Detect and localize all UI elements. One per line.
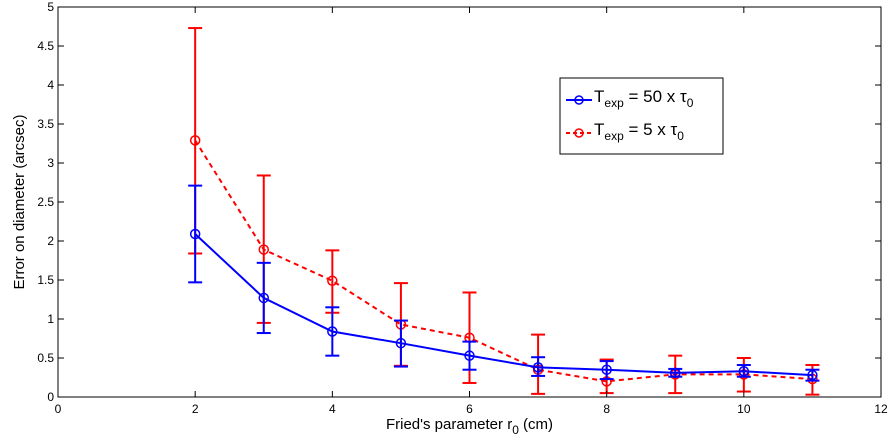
- y-tick-label: 4.5: [37, 39, 54, 53]
- y-tick-label: 5: [47, 0, 54, 14]
- data-point: [258, 244, 269, 255]
- legend-entry-series-2: Texp = 5 x τ0: [566, 120, 684, 143]
- data-point: [189, 135, 201, 146]
- y-tick-label: 1: [47, 312, 54, 326]
- data-point: [395, 337, 407, 349]
- legend-label-sub2: 0: [677, 129, 684, 143]
- data-point: [258, 292, 269, 304]
- data-point: [670, 367, 681, 379]
- x-axis-label-sub: 0: [512, 423, 519, 436]
- data-point: [738, 366, 750, 377]
- x-tick-label: 0: [55, 402, 62, 416]
- y-tick-label: 0.5: [37, 351, 54, 365]
- series-line: [194, 139, 813, 383]
- y-tick-label: 0: [47, 390, 54, 404]
- series-layer: [188, 27, 820, 396]
- legend-label-sub2: 0: [687, 96, 694, 110]
- legend-label-mid: = 50 x τ: [624, 87, 687, 106]
- y-tick-label: 4: [47, 78, 54, 92]
- legend: Texp = 50 x τ0 Texp = 5 x τ0: [559, 77, 724, 155]
- legend-label-sub: exp: [604, 129, 624, 143]
- series-2: [188, 27, 820, 396]
- x-tick-label: 8: [603, 402, 610, 416]
- series-line: [194, 233, 813, 377]
- x-tick-label: 2: [192, 402, 199, 416]
- y-tick-label: 3: [47, 156, 54, 170]
- x-tick-label: 4: [329, 402, 336, 416]
- legend-marker-series-1: [574, 95, 584, 105]
- legend-label-t: T: [594, 87, 604, 106]
- legend-label-mid: = 5 x τ: [624, 120, 678, 139]
- data-point: [601, 364, 612, 375]
- legend-label-sub: exp: [604, 96, 624, 110]
- tick-layer: 0 2 4 6 8 10 12 0 0.5 1 1.5 2 2.5 3 3.5 4 4.5 5: [37, 0, 888, 416]
- y-tick-label: 1.5: [37, 273, 54, 287]
- y-tick-label: 2: [47, 234, 54, 248]
- x-tick-label: 12: [874, 402, 888, 416]
- y-tick-label: 2.5: [37, 195, 54, 209]
- legend-marker-series-2: [574, 128, 584, 138]
- x-axis-label-main: Fried's parameter r: [386, 416, 512, 433]
- data-point: [327, 326, 338, 337]
- x-tick-label: 6: [466, 402, 473, 416]
- data-point: [807, 369, 818, 381]
- x-axis-label-unit: (cm): [519, 416, 553, 433]
- legend-label-series-1: Texp = 50 x τ0: [594, 87, 694, 110]
- legend-label-t: T: [594, 120, 604, 139]
- legend-label-series-2: Texp = 5 x τ0: [594, 120, 684, 143]
- x-axis-label: Fried's parameter r0 (cm): [386, 416, 553, 436]
- data-point: [327, 275, 338, 287]
- series-1: [188, 184, 820, 382]
- data-point: [464, 350, 475, 361]
- x-tick-label: 10: [737, 402, 751, 416]
- legend-box: [559, 77, 724, 155]
- y-axis-label: Error on diameter (arcsec): [11, 114, 28, 289]
- data-point: [532, 362, 544, 373]
- data-point: [189, 228, 201, 240]
- legend-entry-series-1: Texp = 50 x τ0: [566, 87, 694, 110]
- y-tick-label: 3.5: [37, 117, 54, 131]
